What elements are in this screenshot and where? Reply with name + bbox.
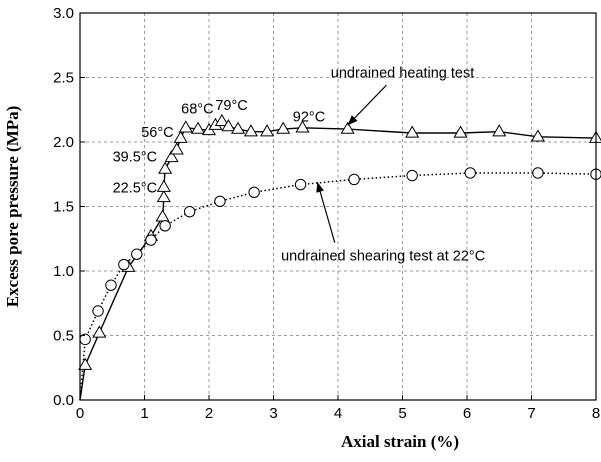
- series-layer: [78, 113, 601, 401]
- data-point-triangle: [158, 161, 173, 174]
- tick-labels: 0 1 2 3 4 5 6 7 8 0.0 0.5 1.0 1.5 2.0 2.5 3.0: [53, 5, 600, 422]
- data-point-triangle: [214, 113, 229, 127]
- data-point-circle: [406, 169, 418, 182]
- x-tick-label: 3: [269, 405, 277, 422]
- data-point-circle: [532, 167, 544, 179]
- y-tick-label: 2.5: [53, 70, 74, 87]
- data-point-circle: [464, 167, 476, 179]
- annotation-label: 39.5°C: [113, 149, 158, 165]
- data-point-triangle: [178, 120, 193, 133]
- data-point-circle: [159, 220, 171, 232]
- data-point-triangle: [156, 179, 171, 192]
- data-point-triangle: [169, 142, 184, 155]
- x-tick-label: 1: [140, 405, 148, 422]
- heating-leader-arrow-head: [347, 115, 358, 126]
- data-point-triangle: [92, 325, 107, 338]
- data-point-circle: [145, 234, 157, 246]
- data-point-triangle: [340, 121, 355, 134]
- x-tick-label: 6: [463, 405, 471, 422]
- data-point-circle: [294, 178, 307, 191]
- data-point-circle: [183, 205, 196, 218]
- annotation-label: undrained shearing test at 22°C: [281, 249, 485, 265]
- data-point-triangle: [243, 124, 258, 137]
- y-tick-label: 0.0: [53, 392, 74, 409]
- data-point-triangle: [295, 120, 310, 133]
- annotation-label: 56°C: [141, 125, 173, 141]
- data-point-circle: [105, 279, 117, 291]
- y-axis-title: Excess pore pressure (MPa): [3, 106, 22, 308]
- x-tick-label: 5: [398, 405, 406, 422]
- grid: [80, 13, 596, 400]
- x-axis-title: Axial strain (%): [341, 432, 459, 451]
- annotation-label: 22.5°C: [113, 180, 158, 196]
- y-tick-label: 0.5: [53, 328, 74, 345]
- x-tick-label: 4: [334, 405, 342, 422]
- x-tick-label: 8: [592, 405, 600, 422]
- data-point-triangle: [230, 121, 246, 134]
- annotation-label: 92°C: [293, 109, 325, 125]
- data-point-circle: [118, 258, 130, 271]
- data-point-circle: [214, 195, 226, 208]
- x-tick-label: 7: [527, 405, 535, 422]
- data-point-triangle: [276, 121, 291, 134]
- annotation-label: undrained heating test: [331, 66, 475, 82]
- data-point-triangle: [78, 357, 93, 370]
- annotation-label: 79°C: [215, 98, 247, 114]
- data-point-triangle: [259, 124, 275, 137]
- x-tick-label: 0: [76, 405, 84, 422]
- data-point-triangle: [190, 121, 206, 134]
- data-point-triangle: [221, 119, 236, 132]
- shearing-leader-arrow-head: [316, 181, 324, 193]
- data-point-triangle: [530, 129, 546, 142]
- data-point-triangle: [156, 189, 171, 203]
- y-tick-label: 1.0: [53, 263, 74, 280]
- data-point-triangle: [155, 209, 170, 222]
- y-tick-label: 1.5: [53, 199, 74, 216]
- data-point-triangle: [173, 130, 188, 143]
- data-point-triangle: [492, 124, 507, 137]
- data-point-circle: [131, 248, 143, 260]
- y-tick-label: 3.0: [53, 5, 74, 22]
- data-point-triangle: [405, 125, 420, 138]
- data-point-circle: [92, 305, 104, 317]
- y-tick-label: 2.0: [53, 134, 74, 151]
- annotation-label: 68°C: [181, 102, 213, 118]
- data-point-circle: [348, 173, 360, 186]
- data-point-triangle: [164, 149, 179, 163]
- data-point-triangle: [453, 125, 468, 138]
- data-point-circle: [248, 186, 260, 199]
- shearing-leader-arrow: [316, 181, 336, 243]
- x-tick-label: 2: [205, 405, 213, 422]
- annotations: undrained heating test undrained shearing…: [113, 66, 486, 265]
